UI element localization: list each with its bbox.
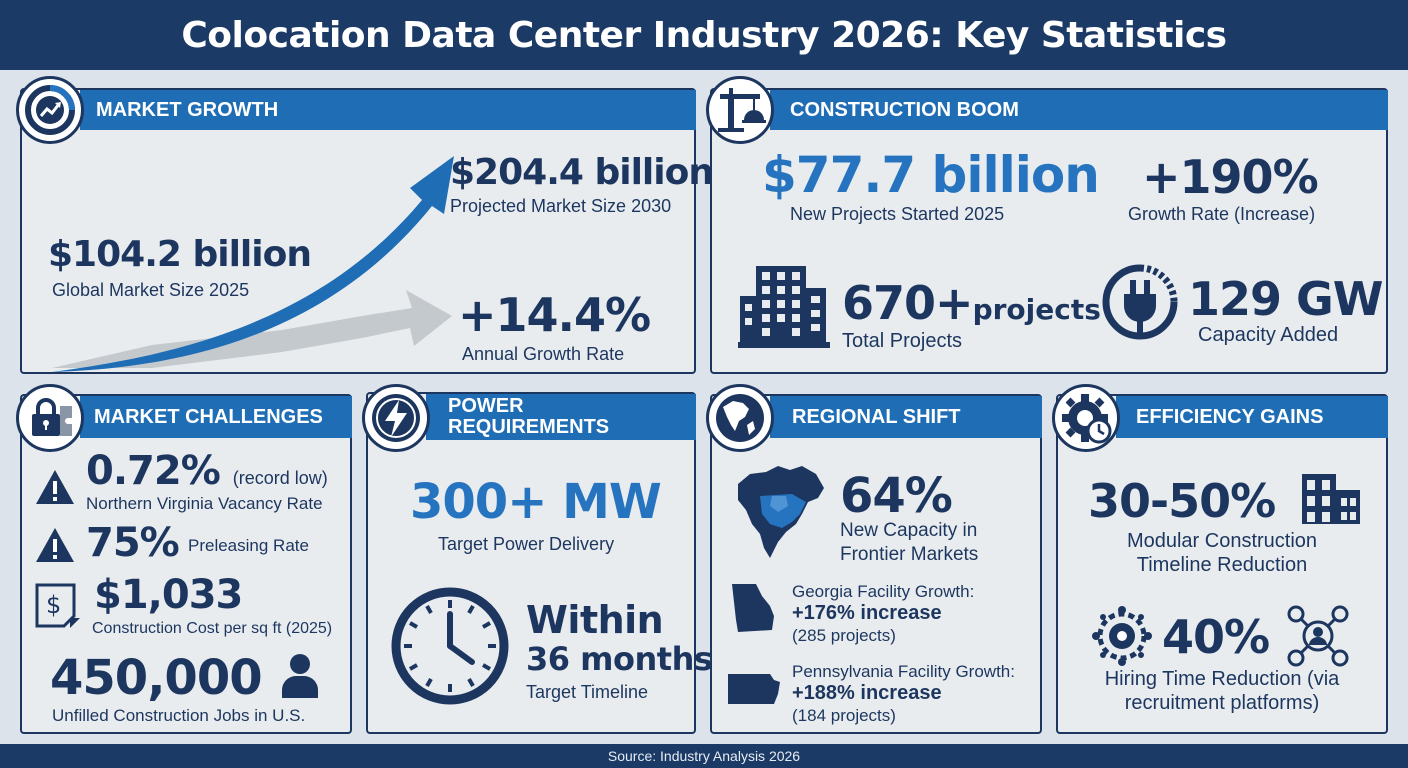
annual-growth-value: +14.4% [458,288,651,342]
title-bar: Colocation Data Center Industry 2026: Ke… [0,0,1408,70]
regional-shift-panel: REGIONAL SHIFT 64% New Capacity in Front… [710,394,1042,734]
warning-icon [36,470,74,504]
pennsylvania-growth-title: Pennsylvania Facility Growth: [792,662,1015,681]
georgia-growth-title: Georgia Facility Growth: [792,582,975,601]
construction-boom-heading: CONSTRUCTION BOOM [770,90,1388,130]
page-title: Colocation Data Center Industry 2026: Ke… [181,14,1227,56]
annual-growth-label: Annual Growth Rate [462,344,625,364]
modular-building-icon [1302,474,1360,524]
modular-reduction-label-line1: Modular Construction [1126,530,1318,552]
current-market-value: $104.2 billion [48,234,312,275]
market-challenges-panel: MARKET CHALLENGES 0.72% (record low) Nor… [20,394,352,734]
pennsylvania-growth-value: +188% increase [792,682,942,704]
frontier-capacity-label-line2: Frontier Markets [840,544,979,565]
north-america-map-icon [738,466,824,558]
vacancy-note: (record low) [232,468,328,488]
power-delivery-label: Target Power Delivery [438,534,615,554]
new-projects-label: New Projects Started 2025 [790,204,1005,224]
unfilled-jobs-value: 450,000 [50,650,263,706]
hiring-reduction-label-line2: recruitment platforms) [1124,692,1320,714]
power-requirements-panel: POWER REQUIREMENTS 300+ MW Target Power … [366,392,713,734]
growth-arrow-icon [52,156,454,372]
lock-puzzle-icon [16,384,84,452]
capacity-added-value: 129 GW [1188,272,1384,326]
construction-cost-value: $1,033 [94,572,243,618]
timeline-value-line1: Within [526,598,664,642]
warning-icon [36,528,74,562]
unfilled-jobs-label: Unfilled Construction Jobs in U.S. [52,706,306,725]
market-growth-heading: MARKET GROWTH [80,90,696,130]
total-projects-value: 670+projects [842,276,1101,330]
pennsylvania-map-icon [728,674,780,704]
projected-market-label: Projected Market Size 2030 [450,196,672,216]
preleasing-rate-label: Preleasing Rate [188,536,309,555]
timeline-value-line2: 36 months [526,640,713,678]
people-network-icon [1287,605,1349,667]
power-plug-icon [1102,264,1178,340]
georgia-growth-value: +176% increase [792,602,942,624]
timeline-label: Target Timeline [526,682,649,702]
footer-source: Source: Industry Analysis 2026 [0,744,1408,768]
hiring-reduction-value: 40% [1162,610,1270,664]
current-market-label: Global Market Size 2025 [52,280,250,300]
construction-growth-label: Growth Rate (Increase) [1128,204,1316,224]
globe-americas-icon [706,384,774,452]
frontier-capacity-value: 64% [840,468,953,524]
power-requirements-heading: POWER REQUIREMENTS [426,394,696,440]
preleasing-rate-value: 75% [86,520,180,566]
total-projects-label: Total Projects [842,330,963,352]
crane-icon [706,76,774,144]
georgia-growth-note: (285 projects) [792,626,896,645]
lightning-icon [362,384,430,452]
market-challenges-heading: MARKET CHALLENGES [80,396,352,438]
person-icon [282,654,318,698]
svg-text:$: $ [46,591,61,619]
clock-icon [391,587,509,705]
office-building-icon [738,266,830,348]
capacity-added-label: Capacity Added [1198,324,1339,346]
construction-boom-panel: CONSTRUCTION BOOM $77.7 billion New Proj… [710,88,1388,374]
modular-reduction-value: 30-50% [1088,474,1276,528]
efficiency-gains-panel: EFFICIENCY GAINS 30-50% Modular Construc… [1056,394,1388,734]
construction-growth-value: +190% [1142,150,1319,204]
regional-shift-heading: REGIONAL SHIFT [770,396,1042,438]
power-delivery-value: 300+ MW [410,474,662,530]
modular-reduction-label-line2: Timeline Reduction [1136,554,1308,576]
growth-chart-icon [16,76,84,144]
market-growth-panel: MARKET GROWTH $104.2 billion Global Mark… [20,88,714,374]
ai-chip-network-icon [1092,606,1152,666]
cost-tag-icon: $ [35,583,80,628]
vacancy-rate-value: 0.72% (record low) [86,448,328,494]
vacancy-rate-label: Northern Virginia Vacancy Rate [86,494,323,513]
gear-clock-icon [1052,384,1120,452]
hiring-reduction-label-line1: Hiring Time Reduction (via [1104,668,1340,690]
projected-market-value: $204.4 billion [450,152,714,193]
frontier-capacity-label-line1: New Capacity in [840,520,978,541]
construction-cost-label: Construction Cost per sq ft (2025) [92,620,333,637]
georgia-map-icon [732,584,774,632]
new-projects-value: $77.7 billion [762,146,1100,204]
pennsylvania-growth-note: (184 projects) [792,706,896,725]
projects-unit: projects [972,293,1101,326]
efficiency-gains-heading: EFFICIENCY GAINS [1116,396,1388,438]
